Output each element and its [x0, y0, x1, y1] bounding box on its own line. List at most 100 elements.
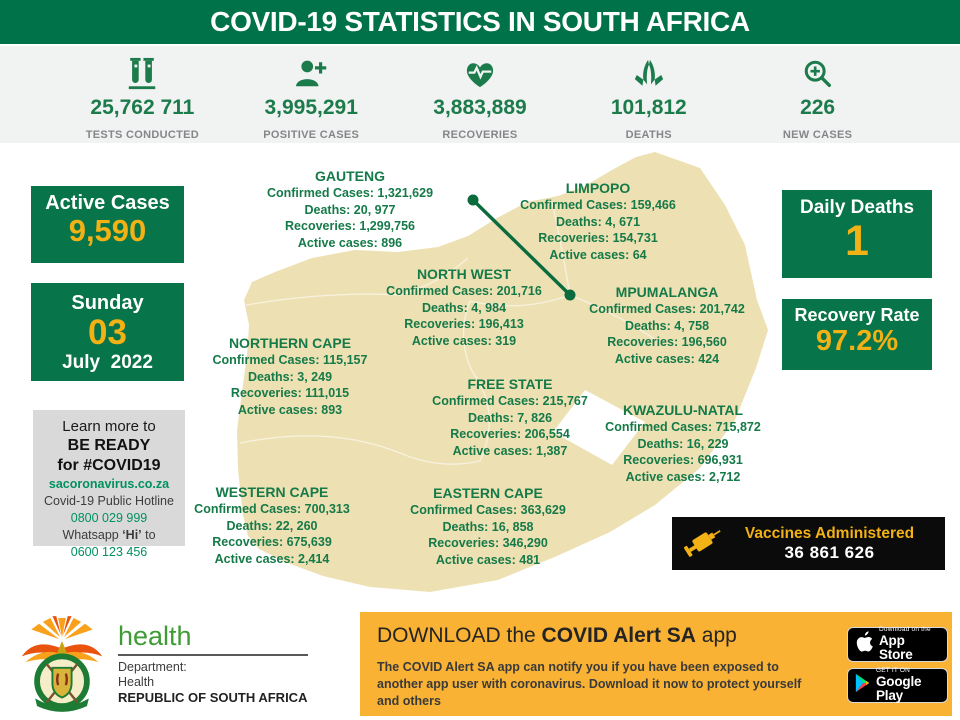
- province-recoveries: Recoveries: 675,639: [212, 535, 332, 549]
- province-name: NORTHERN CAPE: [228, 335, 352, 351]
- province-name: KWAZULU-NATAL: [622, 402, 743, 418]
- badge-small-text: GET IT ON: [876, 666, 911, 674]
- province-name: FREE STATE: [467, 376, 553, 392]
- badge-small-text: Download on the: [879, 625, 931, 633]
- province-name: NORTH WEST: [416, 266, 512, 282]
- province-deaths: Deaths: 4, 984: [421, 300, 507, 315]
- logo-divider: [118, 654, 308, 656]
- province-stats-gauteng: GAUTENG Confirmed Cases: 1,321,629 Death…: [238, 168, 462, 251]
- recovery-rate-label: Recovery Rate: [794, 305, 920, 325]
- province-recoveries: Recoveries: 196,413: [404, 317, 524, 331]
- province-confirmed: Confirmed Cases: 1,321,629: [266, 186, 434, 200]
- date-month-year: July 2022: [62, 351, 153, 373]
- province-confirmed: Confirmed Cases: 201,716: [386, 284, 542, 298]
- active-cases-box: Active Cases 9,590: [31, 186, 184, 263]
- stat-deaths: 101,812 DEATHS: [564, 46, 733, 143]
- recovery-rate-box: Recovery Rate 97.2%: [782, 299, 932, 370]
- stat-tests-conducted: 25,762 711 TESTS CONDUCTED: [58, 46, 227, 143]
- stat-label: POSITIVE CASES: [263, 129, 360, 141]
- badge-big-text: App Store: [879, 632, 913, 662]
- province-name: EASTERN CAPE: [433, 485, 543, 501]
- province-deaths: Deaths: 22, 260: [226, 518, 318, 533]
- dept-line-2: Health: [118, 675, 155, 689]
- download-headline: DOWNLOAD the COVID Alert SA app: [377, 624, 737, 647]
- syringe-icon: [682, 522, 724, 565]
- page-title: COVID-19 STATISTICS IN SOUTH AFRICA: [210, 6, 750, 37]
- republic-label: REPUBLIC OF SOUTH AFRICA: [118, 690, 308, 705]
- covid-alert-banner: DOWNLOAD the COVID Alert SA app The COVI…: [360, 612, 952, 716]
- active-cases-label: Active Cases: [45, 192, 170, 214]
- province-stats-northern-cape: NORTHERN CAPE Confirmed Cases: 115,157 D…: [178, 335, 402, 418]
- province-confirmed: Confirmed Cases: 700,313: [194, 502, 350, 516]
- province-active: Active cases: 2,712: [625, 469, 741, 484]
- stat-label: TESTS CONDUCTED: [85, 129, 200, 141]
- province-name: GAUTENG: [315, 168, 385, 184]
- province-stats-mpumalanga: MPUMALANGA Confirmed Cases: 201,742 Deat…: [555, 284, 779, 367]
- magnifier-plus-icon: [802, 55, 834, 93]
- website-link[interactable]: sacoronavirus.co.za: [48, 477, 170, 491]
- stat-label: DEATHS: [625, 129, 672, 141]
- learn-more-box: Learn more to BE READY for #COVID19 saco…: [33, 410, 185, 559]
- province-recoveries: Recoveries: 1,299,756: [285, 219, 415, 233]
- province-name: MPUMALANGA: [615, 284, 719, 300]
- province-confirmed: Confirmed Cases: 115,157: [212, 353, 368, 367]
- province-stats-limpopo: LIMPOPO Confirmed Cases: 159,466 Deaths:…: [486, 180, 710, 263]
- whatsapp-number: 0600 123 456: [70, 545, 148, 559]
- province-deaths: Deaths: 4, 671: [555, 214, 641, 229]
- province-recoveries: Recoveries: 111,015: [230, 386, 350, 400]
- whatsapp-line: Whatsapp ‘Hi’ to: [62, 528, 156, 542]
- stat-recoveries: 3,883,889 RECOVERIES: [396, 46, 565, 143]
- stat-positive-cases: 3,995,291 POSITIVE CASES: [227, 46, 396, 143]
- stat-value: 101,812: [610, 96, 687, 119]
- province-name: LIMPOPO: [565, 180, 631, 196]
- province-confirmed: Confirmed Cases: 715,872: [605, 420, 761, 434]
- praying-hands-icon: [632, 55, 666, 93]
- download-description: The COVID Alert SA app can notify you if…: [377, 660, 802, 708]
- province-active: Active cases: 896: [297, 235, 403, 250]
- app-store-badge[interactable]: Download on the App Store: [847, 625, 948, 662]
- date-day-name: Sunday: [71, 292, 144, 314]
- province-recoveries: Recoveries: 154,731: [538, 231, 658, 245]
- learn-more-be-ready: BE READY: [67, 437, 151, 454]
- stat-value: 226: [800, 96, 836, 119]
- vaccines-value: 36 861 626: [784, 542, 875, 562]
- apple-icon: [855, 631, 873, 658]
- stat-label: NEW CASES: [782, 129, 853, 141]
- google-play-badge[interactable]: GET IT ON Google Play: [847, 666, 948, 703]
- health-wordmark: health: [118, 621, 192, 651]
- province-recoveries: Recoveries: 196,560: [607, 335, 727, 349]
- province-confirmed: Confirmed Cases: 363,629: [410, 503, 566, 517]
- province-stats-kwazulu-natal: KWAZULU-NATAL Confirmed Cases: 715,872 D…: [571, 402, 795, 485]
- province-deaths: Deaths: 16, 858: [442, 519, 534, 534]
- province-active: Active cases: 2,414: [214, 551, 330, 566]
- dept-line-1: Department:: [118, 660, 187, 674]
- person-plus-icon: [294, 55, 328, 93]
- vaccines-administered-box: Vaccines Administered 36 861 626: [672, 517, 945, 570]
- province-stats-eastern-cape: EASTERN CAPE Confirmed Cases: 363,629 De…: [376, 485, 600, 568]
- stat-value: 25,762 711: [90, 96, 195, 119]
- daily-deaths-box: Daily Deaths 1: [782, 190, 932, 278]
- stat-label: RECOVERIES: [442, 129, 518, 141]
- test-tubes-icon: [125, 55, 159, 93]
- active-cases-value: 9,590: [68, 213, 147, 248]
- date-box: Sunday 03 July 2022: [31, 283, 184, 381]
- hotline-label: Covid-19 Public Hotline: [44, 494, 174, 508]
- province-deaths: Deaths: 16, 229: [637, 436, 729, 451]
- hotline-number: 0800 029 999: [70, 511, 148, 525]
- badge-big-text: Google Play: [876, 673, 922, 703]
- province-stats-western-cape: WESTERN CAPE Confirmed Cases: 700,313 De…: [160, 484, 384, 567]
- province-deaths: Deaths: 3, 249: [247, 369, 333, 384]
- sa-coat-of-arms-logo: [16, 614, 108, 719]
- province-active: Active cases: 893: [237, 402, 343, 417]
- stat-value: 3,995,291: [264, 96, 358, 119]
- province-recoveries: Recoveries: 346,290: [428, 536, 548, 550]
- province-active: Active cases: 424: [614, 351, 720, 366]
- stat-new-cases: 226 NEW CASES: [733, 46, 902, 143]
- province-confirmed: Confirmed Cases: 159,466: [520, 198, 676, 212]
- national-stats-bar: 25,762 711 TESTS CONDUCTED 3,995,291 POS…: [0, 46, 960, 143]
- header-bar: COVID-19 STATISTICS IN SOUTH AFRICA: [0, 0, 960, 44]
- map-area: GAUTENG Confirmed Cases: 1,321,629 Death…: [0, 143, 960, 610]
- province-active: Active cases: 481: [435, 552, 541, 567]
- daily-deaths-value: 1: [845, 217, 869, 265]
- recovery-rate-value: 97.2%: [815, 325, 899, 357]
